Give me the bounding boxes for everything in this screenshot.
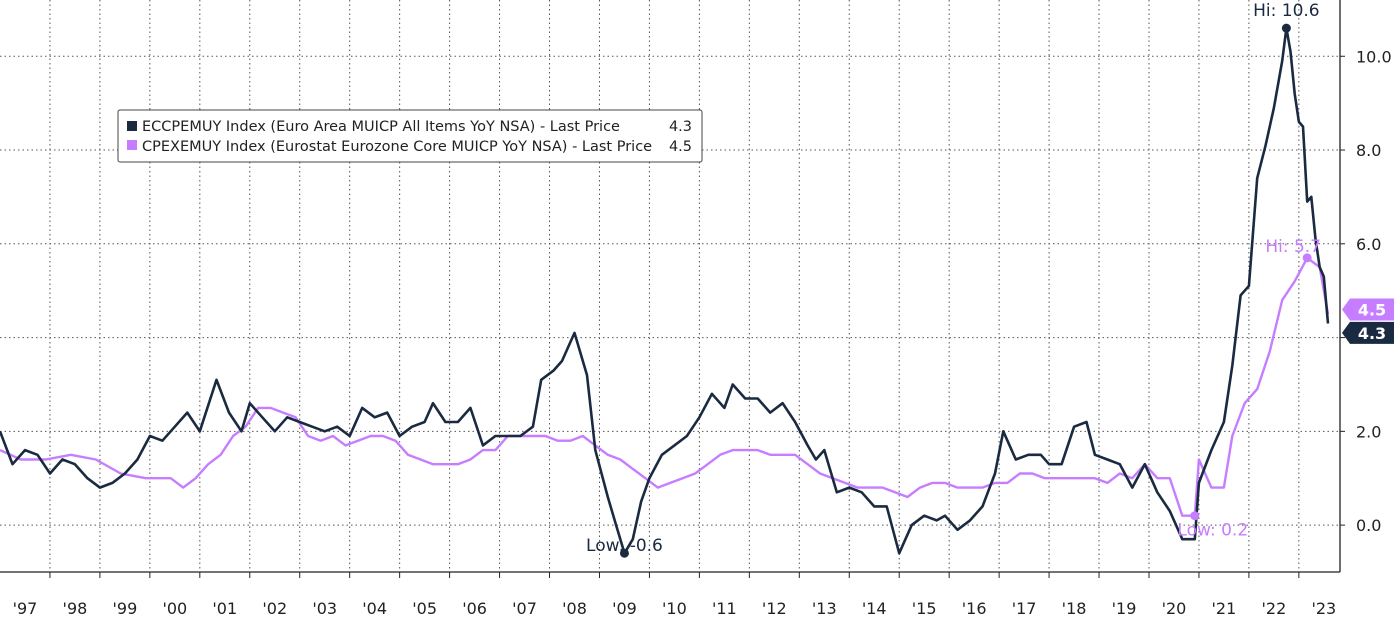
x-tick-label: '09 bbox=[612, 599, 637, 618]
x-tick-label: '16 bbox=[962, 599, 987, 618]
legend-swatch-core bbox=[127, 140, 137, 150]
series-lines bbox=[0, 26, 1330, 555]
legend-label-headline: ECCPEMUY Index (Euro Area MUICP All Item… bbox=[142, 119, 620, 135]
headline-high-marker bbox=[1281, 23, 1291, 33]
headline-last-tag-label: 4.3 bbox=[1358, 324, 1386, 343]
x-tick-label: '03 bbox=[312, 599, 337, 618]
legend-box bbox=[117, 109, 703, 163]
x-tick-label: '98 bbox=[63, 599, 88, 618]
headline-last-tag bbox=[1342, 321, 1394, 344]
core-high-label: Hi: 5.7 bbox=[1265, 237, 1321, 257]
legend-value-headline: 4.3 bbox=[669, 119, 692, 135]
x-tick-label: '20 bbox=[1162, 599, 1187, 618]
x-tick-label: '06 bbox=[462, 599, 487, 618]
x-tick-label: '14 bbox=[862, 599, 887, 618]
core-high-marker bbox=[1302, 253, 1312, 263]
x-tick-label: '12 bbox=[762, 599, 787, 618]
legend-swatch-headline bbox=[127, 121, 137, 131]
y-tick-label: 8.0 bbox=[1356, 141, 1381, 160]
x-tick-label: '22 bbox=[1261, 599, 1286, 618]
series-line-core bbox=[0, 256, 1330, 517]
y-tick-label: 0.0 bbox=[1356, 516, 1381, 535]
x-tick-label: '97 bbox=[13, 599, 38, 618]
x-tick-label: '07 bbox=[512, 599, 537, 618]
headline-high-label: Hi: 10.6 bbox=[1253, 1, 1320, 21]
y-tick-label: 10.0 bbox=[1356, 47, 1392, 66]
core-last-tag bbox=[1342, 298, 1394, 321]
y-tick-label: 6.0 bbox=[1356, 235, 1381, 254]
x-tick-label: '01 bbox=[212, 599, 237, 618]
core-last-tag-label: 4.5 bbox=[1358, 300, 1386, 319]
x-tick-label: '17 bbox=[1012, 599, 1037, 618]
x-tick-label: '02 bbox=[262, 599, 287, 618]
legend-label-core: CPEXEMUY Index (Eurostat Eurozone Core M… bbox=[142, 139, 652, 155]
x-tick-label: '08 bbox=[562, 599, 587, 618]
x-tick-label: '10 bbox=[662, 599, 687, 618]
y-tick-label: 2.0 bbox=[1356, 422, 1381, 441]
x-tick-label: '04 bbox=[362, 599, 387, 618]
headline-low-label: Low: -0.6 bbox=[586, 536, 663, 556]
x-tick-label: '19 bbox=[1112, 599, 1137, 618]
legend-value-core: 4.5 bbox=[669, 139, 692, 155]
x-axis: '97 '98 '99 '00 '01 '02 '03 '04 '05 '06 '07 '08 '09 '… bbox=[0, 571, 1340, 618]
x-tick-label: '00 bbox=[162, 599, 187, 618]
x-tick-label: '23 bbox=[1311, 599, 1336, 618]
core-low-label: Low: 0.2 bbox=[1177, 521, 1248, 541]
legend: ECCPEMUY Index (Euro Area MUICP All Item… bbox=[117, 109, 703, 163]
x-tick-label: '15 bbox=[912, 599, 937, 618]
x-tick-label: '18 bbox=[1062, 599, 1087, 618]
headline-low-marker bbox=[619, 548, 629, 558]
y-axis: 0.02.04.06.08.010.04.54.3 bbox=[1339, 0, 1394, 572]
x-tick-label: '05 bbox=[412, 599, 437, 618]
x-tick-label: '99 bbox=[113, 599, 138, 618]
x-tick-label: '13 bbox=[812, 599, 837, 618]
x-tick-label: '11 bbox=[712, 599, 737, 618]
series-line-headline bbox=[0, 26, 1330, 555]
annotations: Hi: 10.6 Low: -0.6 Hi: 5.7 Low: 0.2 bbox=[586, 1, 1321, 558]
x-tick-label: '21 bbox=[1212, 599, 1237, 618]
core-low-marker bbox=[1190, 511, 1200, 521]
grid-lines bbox=[0, 0, 1340, 572]
